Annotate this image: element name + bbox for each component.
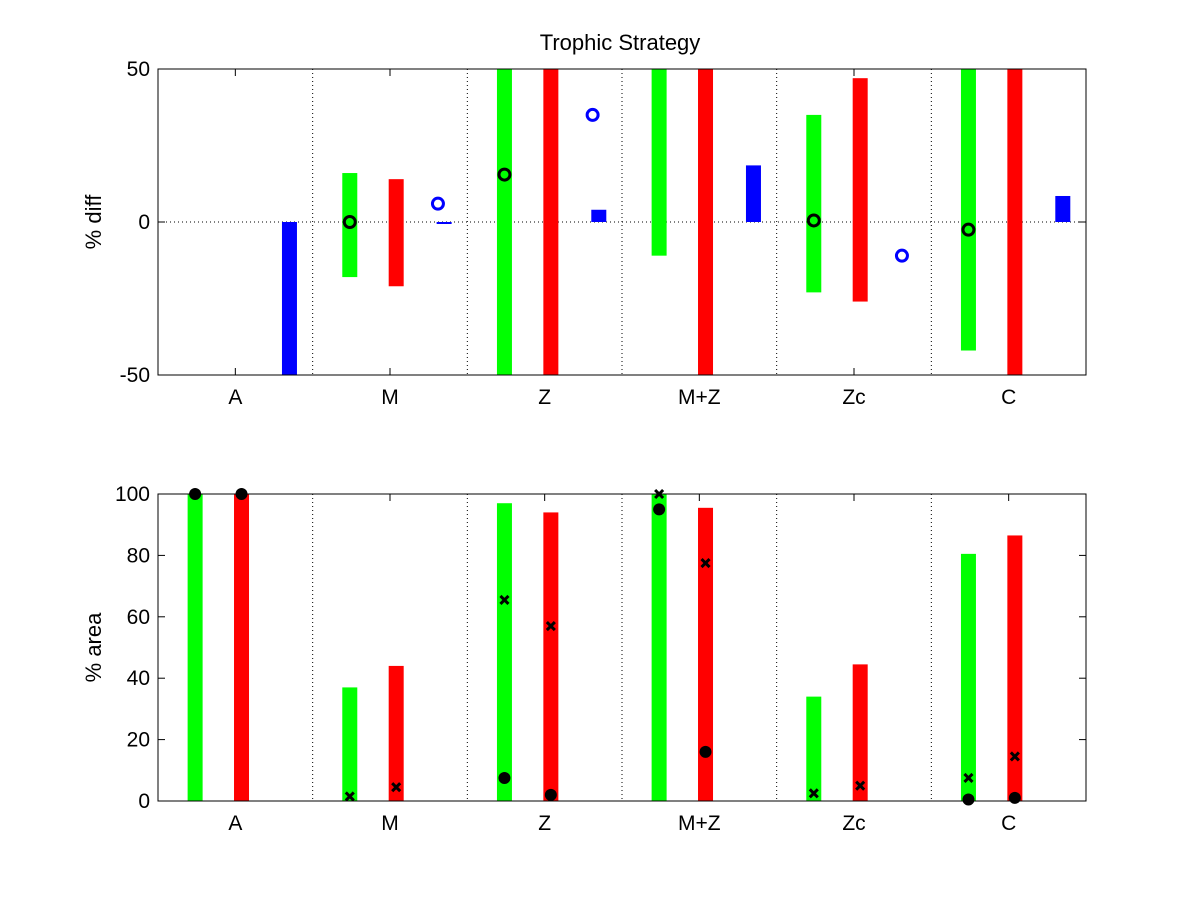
area-ylabel: % area bbox=[81, 612, 106, 682]
area-green-cross bbox=[963, 772, 974, 784]
area-red-bar bbox=[388, 665, 404, 801]
diff-panel: -50 0 50 A M Z M+Z Zc C % diff bbox=[81, 58, 1087, 409]
diff-blue-bar bbox=[281, 222, 297, 375]
area-ytick-label: 20 bbox=[127, 729, 150, 752]
diff-blue-bar bbox=[1055, 195, 1071, 222]
diff-category-label: Z bbox=[538, 386, 551, 409]
area-green-bar bbox=[960, 553, 976, 801]
diff-blue-bar bbox=[591, 209, 607, 222]
area-ytick-label: 100 bbox=[115, 483, 150, 506]
diff-blue-bar bbox=[745, 165, 761, 222]
area-category-label: M+Z bbox=[678, 812, 721, 835]
area-green-bar bbox=[496, 503, 512, 801]
diff-ytick-label: 50 bbox=[127, 58, 150, 81]
area-green-dot bbox=[653, 503, 666, 516]
area-red-cross bbox=[391, 782, 402, 793]
diff-red-bar bbox=[852, 78, 868, 302]
area-green-dot bbox=[498, 771, 511, 784]
area-green-bar bbox=[342, 687, 358, 801]
diff-red-bar bbox=[698, 69, 714, 375]
diff-ylabel: % diff bbox=[81, 194, 106, 250]
diff-green-bar bbox=[960, 69, 976, 351]
area-red-bar bbox=[1007, 535, 1023, 801]
area-red-dot bbox=[1008, 791, 1021, 804]
diff-axes-box bbox=[157, 68, 1087, 376]
diff-red-bar bbox=[388, 179, 404, 287]
area-category-label: A bbox=[228, 812, 242, 835]
area-ytick-label: 60 bbox=[127, 606, 150, 629]
diff-red-bar bbox=[1007, 69, 1023, 375]
diff-blue-circle bbox=[430, 196, 445, 211]
diff-category-label: M+Z bbox=[678, 386, 721, 409]
diff-black-circle bbox=[497, 167, 512, 182]
diff-blue-circle bbox=[585, 107, 600, 122]
area-axes-box bbox=[157, 493, 1087, 802]
diff-green-bar bbox=[806, 114, 822, 293]
diff-ytick-label: -50 bbox=[120, 364, 150, 387]
area-red-dot bbox=[544, 788, 557, 801]
area-green-cross bbox=[499, 594, 510, 605]
area-red-dot bbox=[699, 745, 712, 758]
area-red-cross bbox=[700, 558, 711, 569]
area-category-label: Z bbox=[538, 812, 551, 835]
diff-black-circle bbox=[342, 215, 357, 229]
area-ytick-label: 0 bbox=[138, 790, 150, 813]
area-category-label: C bbox=[1001, 812, 1016, 835]
area-red-cross bbox=[855, 780, 866, 791]
area-red-bar bbox=[234, 494, 250, 801]
diff-ytick-label: 0 bbox=[138, 211, 150, 234]
area-red-bar bbox=[852, 664, 868, 801]
area-green-bar bbox=[806, 696, 822, 801]
diff-green-bar bbox=[342, 173, 358, 278]
diff-category-label: M bbox=[381, 386, 399, 409]
area-red-bar bbox=[543, 512, 559, 801]
area-red-cross bbox=[1009, 751, 1020, 762]
area-red-cross bbox=[545, 620, 556, 632]
diff-green-bar bbox=[496, 69, 512, 375]
diff-blue-circle bbox=[894, 248, 909, 263]
area-ytick-label: 40 bbox=[127, 667, 150, 690]
diff-red-bar bbox=[543, 69, 559, 375]
area-green-bar bbox=[651, 494, 667, 801]
area-category-label: Zc bbox=[842, 812, 865, 835]
area-red-bar bbox=[698, 507, 714, 801]
diff-green-bar bbox=[651, 69, 667, 256]
area-green-dot bbox=[962, 793, 975, 806]
diff-blue-bar bbox=[436, 222, 452, 224]
diff-black-circle bbox=[961, 222, 976, 237]
area-green-bar bbox=[187, 494, 203, 801]
diff-category-label: A bbox=[228, 386, 242, 409]
diff-category-label: Zc bbox=[842, 386, 865, 409]
area-green-cross bbox=[808, 788, 819, 799]
diff-category-label: C bbox=[1001, 386, 1016, 409]
area-category-label: M bbox=[381, 812, 399, 835]
area-green-cross bbox=[344, 791, 355, 802]
diff-black-circle bbox=[806, 213, 821, 228]
chart-title: Trophic Strategy bbox=[540, 30, 701, 55]
area-panel: 0 20 40 60 80 100 A M Z M+Z Zc C % area bbox=[81, 483, 1087, 835]
area-ytick-label: 80 bbox=[127, 544, 150, 567]
